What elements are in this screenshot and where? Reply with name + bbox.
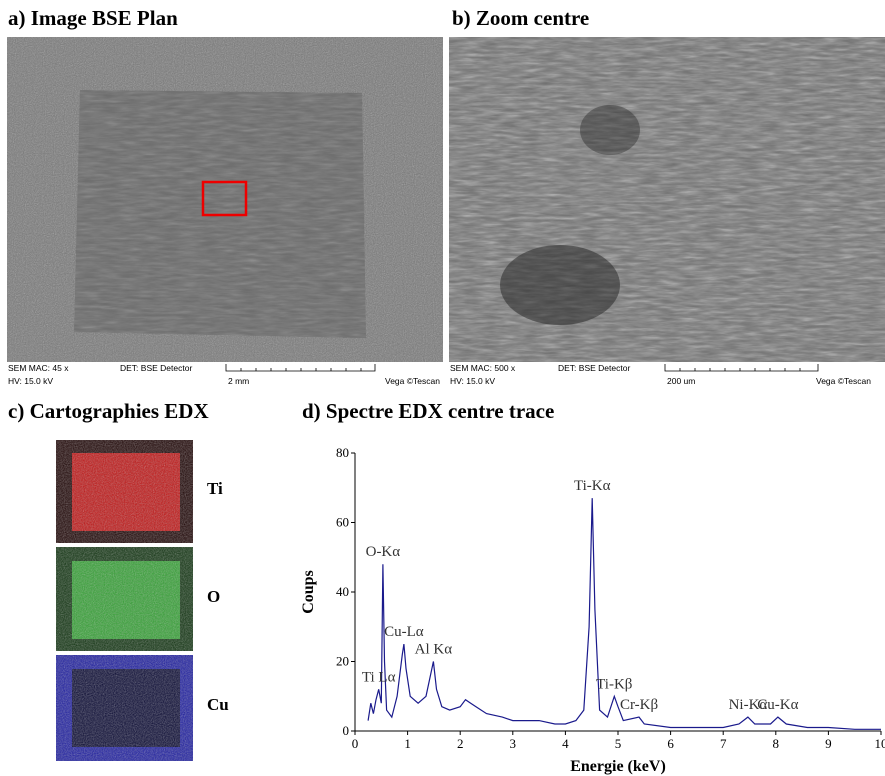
sem-image: [7, 37, 443, 362]
map-label: O: [207, 587, 220, 606]
panel-title: c) Cartographies EDX: [8, 399, 209, 423]
info-detector: DET: BSE Detector: [558, 363, 630, 373]
chart-title: d) Spectre EDX centre trace: [302, 399, 554, 423]
peak-label: Cu-Lα: [384, 624, 424, 640]
y-axis-label: Coups: [300, 570, 317, 614]
info-mag: SEM MAC: 45 x: [8, 363, 69, 373]
map-label: Cu: [207, 695, 229, 714]
x-tick-label: 7: [720, 736, 727, 751]
x-tick-label: 9: [825, 736, 832, 751]
x-tick-label: 1: [404, 736, 411, 751]
map-label: Ti: [207, 479, 223, 498]
x-tick-label: 3: [510, 736, 517, 751]
info-scale: 2 mm: [228, 376, 249, 386]
sem-info-bar: SEM MAC: 500 x DET: BSE Detector HV: 15.…: [450, 363, 871, 386]
x-tick-label: 2: [457, 736, 464, 751]
x-tick-label: 6: [667, 736, 674, 751]
peak-label: O-Kα: [366, 544, 401, 560]
peak-label: Cu-Kα: [757, 697, 798, 713]
x-tick-label: 0: [352, 736, 359, 751]
edx-map: [56, 655, 193, 761]
y-tick-label: 20: [336, 654, 349, 669]
x-tick-label: 4: [562, 736, 569, 751]
peak-label: Ti Lα: [362, 669, 396, 685]
y-tick-label: 60: [336, 515, 349, 530]
info-mag: SEM MAC: 500 x: [450, 363, 516, 373]
y-tick-label: 80: [336, 445, 349, 460]
info-scale: 200 um: [667, 376, 695, 386]
y-tick-label: 0: [343, 723, 350, 738]
panel-title: a) Image BSE Plan: [8, 6, 178, 30]
peak-label: Cr-Kβ: [620, 697, 658, 713]
x-axis-label: Energie (keV): [570, 758, 666, 775]
sem-info-bar: SEM MAC: 45 x DET: BSE Detector HV: 15.0…: [8, 363, 440, 386]
info-brand: Vega ©Tescan: [385, 376, 440, 386]
edx-map: [56, 547, 193, 651]
info-detector: DET: BSE Detector: [120, 363, 192, 373]
y-tick-label: 40: [336, 584, 349, 599]
x-tick-label: 5: [615, 736, 622, 751]
x-tick-label: 8: [773, 736, 780, 751]
spectrum-line: [367, 498, 881, 730]
peak-label: Ni-Kα: [729, 697, 768, 713]
peak-label: Ti-Kβ: [596, 676, 632, 692]
x-tick-label: 10: [875, 736, 885, 751]
sem-image: [449, 37, 885, 362]
info-hv: HV: 15.0 kV: [450, 376, 495, 386]
edx-map: [56, 440, 193, 543]
peak-label: Ti-Kα: [574, 478, 611, 494]
info-brand: Vega ©Tescan: [816, 376, 871, 386]
panel-title: b) Zoom centre: [452, 6, 589, 30]
info-hv: HV: 15.0 kV: [8, 376, 53, 386]
peak-label: Al Kα: [415, 642, 453, 658]
